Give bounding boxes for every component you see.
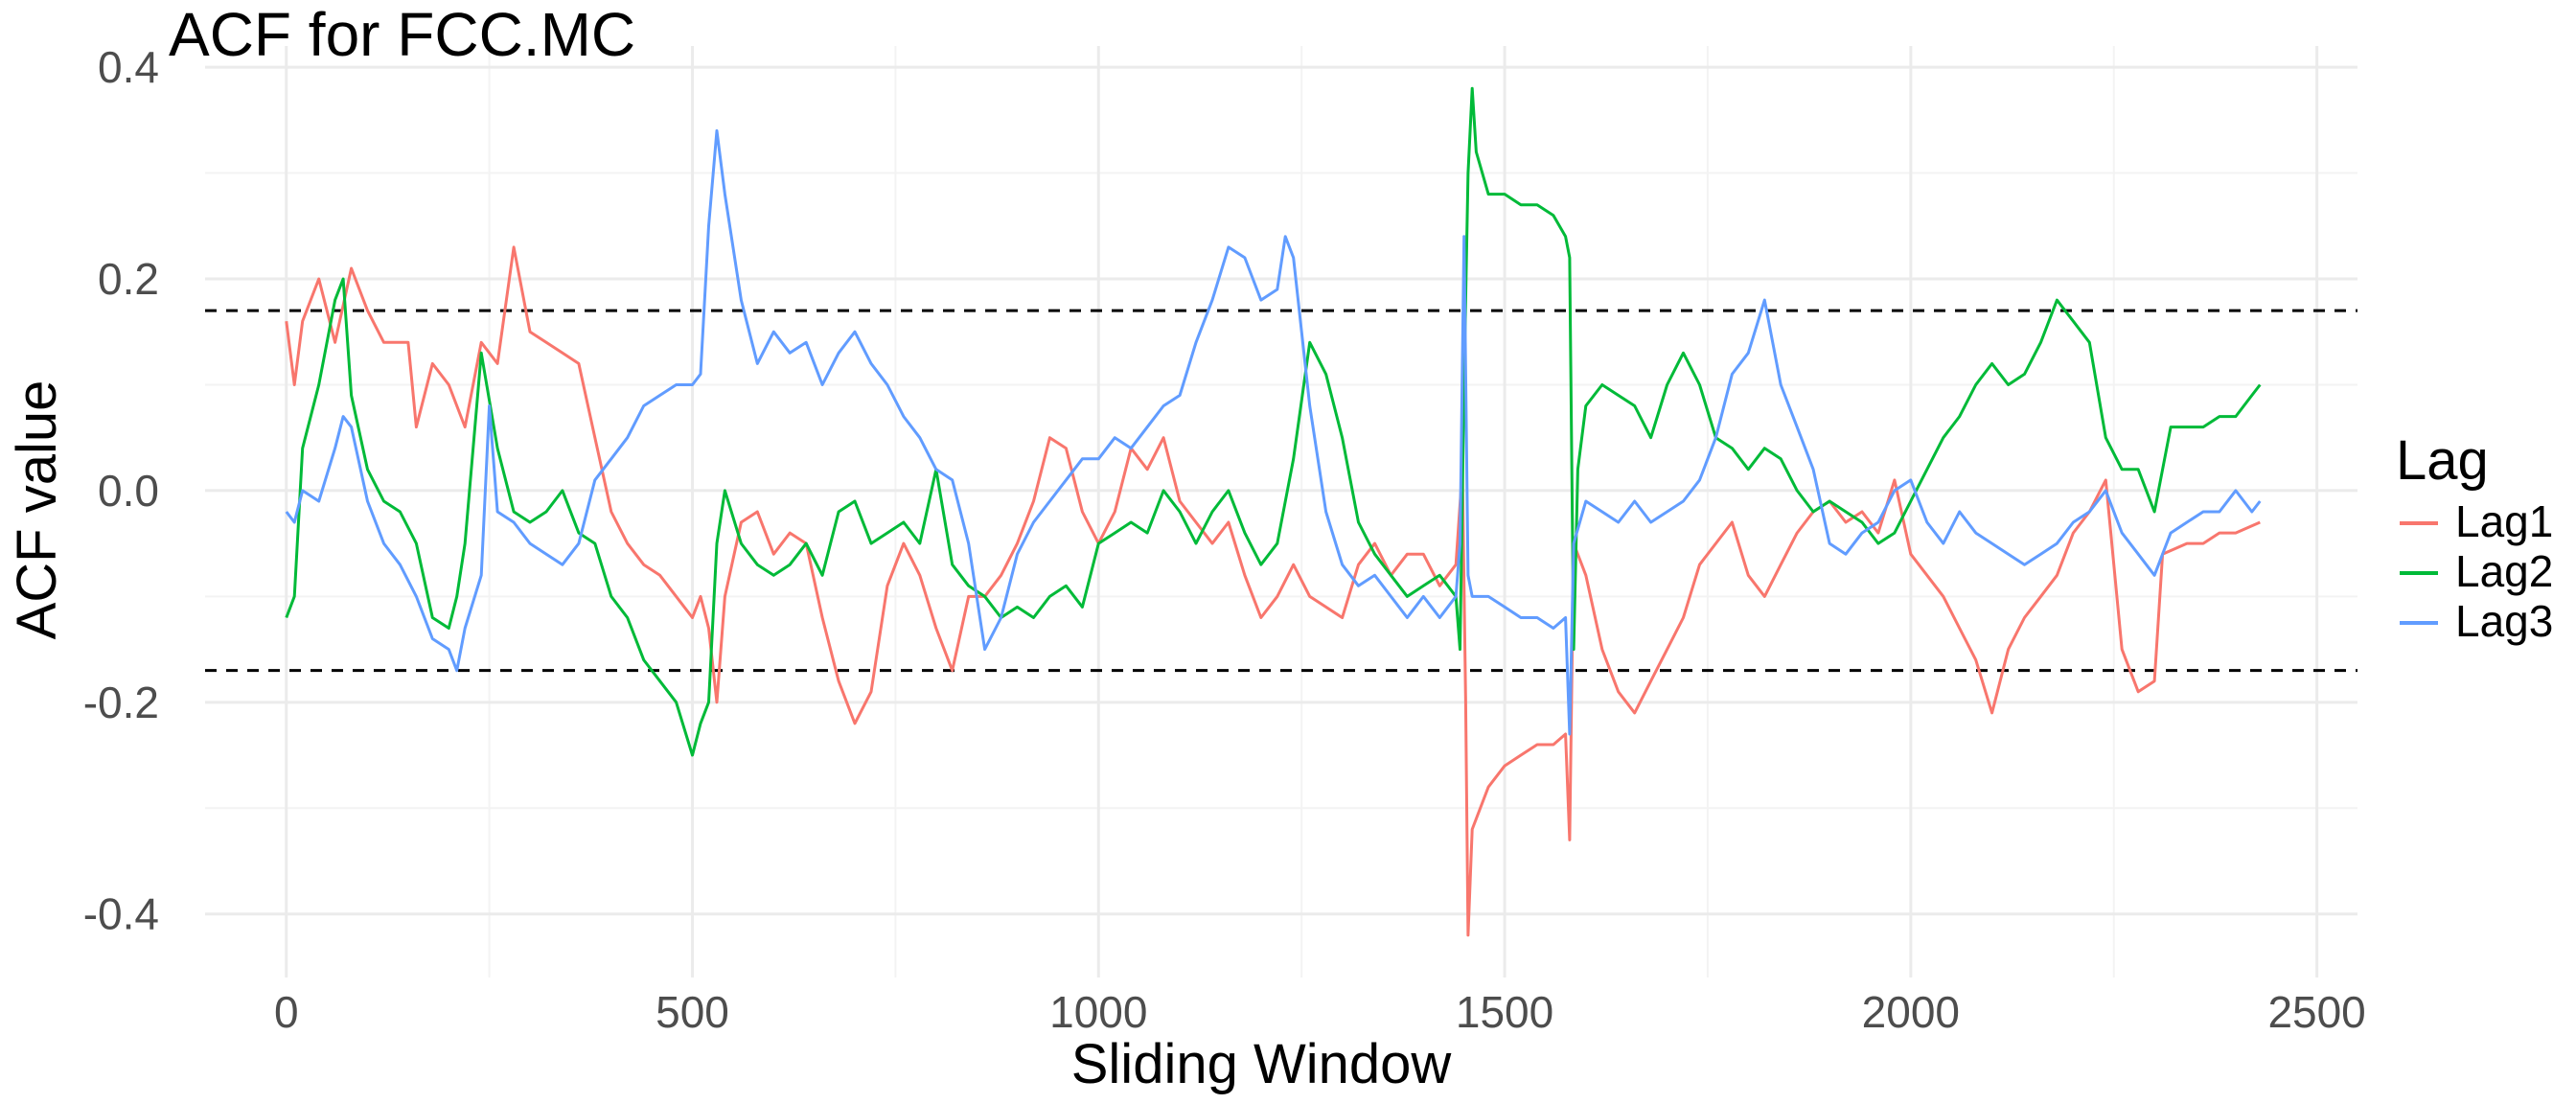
reference-lines [205, 309, 2358, 673]
y-tick-label: -0.4 [83, 889, 159, 939]
y-axis-title: ACF value [6, 380, 68, 640]
legend-label-lag3: Lag3 [2455, 596, 2553, 646]
x-axis-title: Sliding Window [1071, 1033, 1453, 1095]
x-tick-label: 2500 [2267, 987, 2365, 1037]
x-axis-ticks: 0 500 1000 1500 2000 2500 [274, 987, 2366, 1037]
y-tick-label: 0.4 [98, 42, 159, 92]
y-tick-label: 0.0 [98, 466, 159, 516]
x-tick-label: 0 [274, 987, 299, 1037]
series-lines [285, 86, 2262, 937]
legend-label-lag1: Lag1 [2455, 496, 2553, 546]
x-tick-label: 2000 [1862, 987, 1960, 1037]
legend-label-lag2: Lag2 [2455, 546, 2553, 596]
series-line-lag3 [285, 128, 2262, 736]
x-tick-label: 1500 [1456, 987, 1553, 1037]
y-tick-label: -0.2 [83, 678, 159, 727]
legend-title: Lag [2396, 429, 2489, 492]
chart-title: ACF for FCC.MC [169, 0, 635, 69]
x-tick-label: 1000 [1049, 987, 1147, 1037]
y-tick-label: 0.2 [98, 254, 159, 304]
grid-lines [205, 46, 2358, 978]
series-line-lag2 [285, 86, 2262, 757]
x-tick-label: 500 [656, 987, 729, 1037]
y-axis-ticks: -0.4 -0.2 0.0 0.2 0.4 [83, 42, 159, 939]
